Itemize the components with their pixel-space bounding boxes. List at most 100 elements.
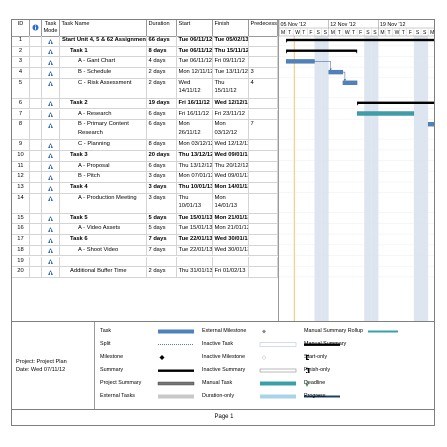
task-id[interactable]: 3 <box>12 57 30 68</box>
task-finish[interactable]: Mon 03/12/12 <box>213 120 249 140</box>
task-id[interactable]: 19 <box>12 256 30 267</box>
task-duration[interactable]: 66 days <box>147 36 177 46</box>
task-name[interactable] <box>60 256 147 267</box>
table-row[interactable]: 10 Task 3 20 days Thu 13/12/12 Wed 09/01/13 <box>12 150 278 162</box>
task-predecessors[interactable] <box>249 57 278 68</box>
task-start[interactable]: Tue 15/01/13 <box>177 224 213 235</box>
task-info-cell[interactable] <box>30 98 42 109</box>
task-duration[interactable]: 8 days <box>147 46 177 57</box>
task-start[interactable]: Thu 13/12/12 <box>177 161 213 172</box>
task-finish[interactable]: Thu 15/11/12 <box>213 46 249 57</box>
task-start[interactable]: Thu 31/01/13 <box>177 267 213 277</box>
task-predecessors[interactable] <box>249 98 278 109</box>
task-duration[interactable]: 3 days <box>147 172 177 182</box>
table-row[interactable]: 5 C - Risk Assessment 2 days Wed 14/11/12 Th… <box>12 78 278 99</box>
task-duration[interactable]: 6 days <box>147 120 177 140</box>
task-id[interactable]: 17 <box>12 235 30 245</box>
task-duration[interactable]: 2 days <box>147 68 177 78</box>
task-info-cell[interactable] <box>30 140 42 150</box>
table-row[interactable]: 1 Start Unit 4, 5 & 62 Assignment 2 66 day… <box>12 36 278 47</box>
task-start[interactable]: Tue 06/11/12 <box>177 36 213 46</box>
task-id[interactable]: 9 <box>12 140 30 150</box>
task-finish[interactable]: Thu 15/11/12 <box>213 78 249 98</box>
col-mode-header[interactable]: Task Mode <box>42 20 60 36</box>
task-mode-cell[interactable] <box>42 256 60 267</box>
task-info-cell[interactable] <box>30 224 42 235</box>
task-duration[interactable]: 4 days <box>147 57 177 68</box>
task-mode-cell[interactable] <box>42 245 60 256</box>
task-id[interactable]: 11 <box>12 161 30 172</box>
task-name[interactable]: C - Planning <box>60 140 147 150</box>
table-row[interactable]: 9 C - Planning 8 days Mon 03/12/12 Wed 12/12… <box>12 140 278 151</box>
task-name[interactable]: Task 2 <box>60 98 147 109</box>
task-finish[interactable]: Thu 20/12/12 <box>213 161 249 172</box>
task-name[interactable]: B - Schedule <box>60 68 147 78</box>
task-mode-cell[interactable] <box>42 150 60 161</box>
task-id[interactable]: 18 <box>12 245 30 256</box>
task-predecessors[interactable]: 7 <box>249 120 278 140</box>
task-info-cell[interactable] <box>30 109 42 120</box>
task-name[interactable]: Additional Buffer Time <box>60 267 147 277</box>
col-info-header[interactable] <box>30 20 42 36</box>
task-name[interactable]: Task 5 <box>60 213 147 224</box>
task-finish[interactable] <box>213 256 249 267</box>
task-finish[interactable]: Wed 12/12/12 <box>213 98 249 109</box>
task-info-cell[interactable] <box>30 213 42 224</box>
task-mode-cell[interactable] <box>42 78 60 98</box>
task-id[interactable]: 14 <box>12 193 30 213</box>
table-row[interactable]: 19 <box>12 256 278 268</box>
task-predecessors[interactable] <box>249 150 278 161</box>
task-start[interactable]: Tue 06/11/12 <box>177 46 213 57</box>
task-mode-cell[interactable] <box>42 172 60 182</box>
task-start[interactable]: Wed 14/11/12 <box>177 78 213 98</box>
task-finish[interactable]: Wed 30/01/13 <box>213 235 249 245</box>
task-name[interactable]: B - Pitch <box>60 172 147 182</box>
task-duration[interactable]: 7 days <box>147 245 177 256</box>
task-id[interactable]: 8 <box>12 120 30 140</box>
task-finish[interactable]: Mon 14/01/13 <box>213 183 249 193</box>
task-name[interactable]: A - Production Meeting <box>60 193 147 213</box>
task-duration[interactable]: 5 days <box>147 213 177 224</box>
task-predecessors[interactable] <box>249 109 278 120</box>
task-finish[interactable]: Wed 30/01/13 <box>213 245 249 256</box>
table-row[interactable]: 4 B - Schedule 2 days Mon 12/11/12 Tue 13/11… <box>12 68 278 79</box>
task-start[interactable]: Mon 03/12/12 <box>177 140 213 150</box>
task-name[interactable]: A - Video Assets <box>60 224 147 235</box>
table-row[interactable]: 20 Additional Buffer Time 2 days Thu 31/01/… <box>12 267 278 278</box>
task-name[interactable]: Task 3 <box>60 150 147 161</box>
task-id[interactable]: 2 <box>12 46 30 57</box>
table-row[interactable]: 8 B - Primary Content Research 6 days Mon 2… <box>12 120 278 141</box>
task-name[interactable]: A - Research <box>60 109 147 120</box>
task-id[interactable]: 15 <box>12 213 30 224</box>
task-mode-cell[interactable] <box>42 235 60 245</box>
task-start[interactable]: Fri 16/11/12 <box>177 109 213 120</box>
task-mode-cell[interactable] <box>42 68 60 78</box>
task-name[interactable]: Task 6 <box>60 235 147 245</box>
task-info-cell[interactable] <box>30 172 42 182</box>
task-id[interactable]: 7 <box>12 109 30 120</box>
task-predecessors[interactable] <box>249 224 278 235</box>
task-finish[interactable]: Mon 21/01/13 <box>213 224 249 235</box>
task-id[interactable]: 13 <box>12 183 30 193</box>
task-duration[interactable]: 6 days <box>147 161 177 172</box>
task-predecessors[interactable]: 3 <box>249 68 278 78</box>
table-row[interactable]: 16 A - Video Assets 5 days Tue 15/01/13 Mon … <box>12 224 278 236</box>
task-predecessors[interactable] <box>249 140 278 150</box>
col-id-header[interactable]: ID <box>12 20 30 36</box>
task-name[interactable]: A - Shoot Video <box>60 245 147 256</box>
task-id[interactable]: 1 <box>12 36 30 46</box>
task-mode-cell[interactable] <box>42 161 60 172</box>
task-start[interactable]: Thu 10/01/13 <box>177 193 213 213</box>
task-name[interactable]: Start Unit 4, 5 & 62 Assignment 2 <box>60 36 147 46</box>
task-info-cell[interactable] <box>30 235 42 245</box>
task-start[interactable]: Thu 10/01/13 <box>177 183 213 193</box>
table-row[interactable]: 7 A - Research 6 days Fri 16/11/12 Fri 23/11… <box>12 109 278 121</box>
task-mode-cell[interactable] <box>42 120 60 140</box>
table-row[interactable]: 11 A - Proposal 6 days Thu 13/12/12 Thu 20/1… <box>12 161 278 173</box>
task-name[interactable]: Task 4 <box>60 183 147 193</box>
task-predecessors[interactable] <box>249 161 278 172</box>
task-name[interactable]: A - Gant Chart <box>60 57 147 68</box>
